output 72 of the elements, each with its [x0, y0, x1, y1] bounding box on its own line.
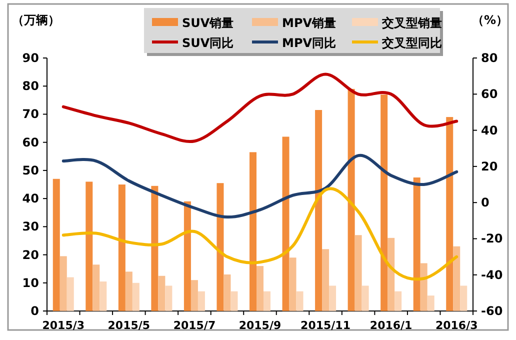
bar	[264, 291, 270, 311]
bar	[388, 238, 395, 311]
y2-tick-label: 80	[481, 51, 498, 65]
bar	[132, 282, 140, 311]
bar	[184, 201, 191, 311]
bar	[329, 286, 336, 311]
x-tick-label: 2016/1	[370, 319, 412, 332]
bar	[92, 264, 100, 311]
bar	[125, 272, 132, 311]
y2-tick-label: 60	[481, 87, 498, 102]
bar	[446, 117, 454, 311]
bar	[86, 182, 93, 311]
y-tick-label: 70	[22, 107, 39, 122]
bar	[224, 274, 231, 311]
bar	[230, 291, 238, 311]
x-tick-label: 2015/7	[173, 319, 216, 332]
y2-tick-label: 20	[481, 159, 498, 174]
y-axis-title: （万辆）	[12, 13, 60, 27]
y2-tick-label: -20	[481, 232, 503, 246]
y-tick-label: 50	[22, 163, 39, 178]
y-tick-label: 10	[22, 276, 39, 290]
x-tick-label: 2015/3	[42, 319, 85, 332]
legend-label: 交叉型销量	[381, 16, 442, 30]
y2-tick-label: 40	[481, 123, 498, 138]
y2-axis-title: （%）	[472, 13, 508, 27]
bar	[420, 263, 428, 311]
x-tick-label: 2015/11	[300, 319, 351, 332]
bar	[52, 178, 60, 311]
bar	[315, 110, 322, 311]
bar	[289, 258, 296, 311]
y-tick-label: 60	[22, 135, 39, 150]
bar	[296, 291, 304, 311]
bar	[190, 280, 198, 311]
legend-label: MPV同比	[282, 36, 336, 50]
y-tick-label: 30	[22, 220, 39, 234]
x-tick-label: 2015/9	[238, 319, 282, 332]
bar	[256, 266, 264, 311]
bar	[66, 277, 74, 311]
bar	[394, 291, 402, 311]
bar	[100, 281, 107, 311]
bar	[118, 184, 126, 311]
y2-tick-label: -40	[481, 268, 503, 282]
y-tick-label: 90	[22, 51, 39, 65]
y-tick-label: 20	[22, 248, 39, 262]
bar	[165, 286, 172, 311]
y2-tick-label: 0	[481, 196, 490, 210]
bar	[282, 136, 290, 311]
bar	[453, 246, 460, 311]
y-tick-label: 40	[22, 192, 39, 206]
bar	[380, 94, 388, 311]
bar	[322, 249, 330, 311]
bar	[460, 286, 468, 311]
legend-label: 交叉型同比	[381, 36, 442, 50]
legend-label: MPV销量	[282, 16, 336, 30]
y2-tick-label: -60	[481, 304, 503, 318]
bar	[362, 286, 369, 311]
x-tick-label: 2016/3	[435, 319, 478, 332]
y-tick-label: 0	[30, 304, 39, 318]
bar	[427, 296, 434, 311]
bar	[60, 256, 67, 311]
y-tick-label: 80	[22, 79, 39, 94]
x-tick-label: 2015/5	[108, 319, 150, 332]
bar	[348, 88, 355, 311]
bar	[151, 186, 158, 311]
bar	[250, 152, 256, 311]
bar	[354, 235, 362, 311]
bar	[198, 291, 205, 311]
bar	[216, 183, 224, 311]
legend-label: SUV同比	[182, 36, 234, 50]
legend-label: SUV销量	[182, 16, 234, 30]
bar	[158, 276, 166, 311]
bar	[413, 177, 420, 311]
